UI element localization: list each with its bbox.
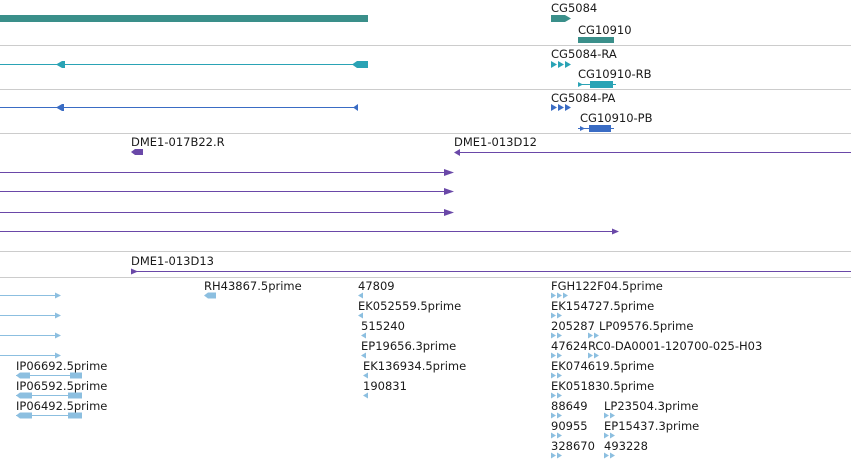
feature-label: 328670 <box>551 439 595 453</box>
protein-CG10910-PB[interactable] <box>578 125 614 132</box>
clone-read[interactable] <box>0 209 454 216</box>
feature-label: CG5084-PA <box>551 91 616 105</box>
est-EK154727.5prime[interactable] <box>551 312 562 319</box>
feature-label: EK052559.5prime <box>358 299 461 313</box>
feature-label: EP19656.3prime <box>361 339 456 353</box>
est-205287[interactable] <box>551 332 562 339</box>
feature-label: IP06692.5prime <box>16 359 107 373</box>
feature-label: DME1-017B22.R <box>131 135 225 149</box>
est-EK051830.5prime[interactable] <box>551 392 562 399</box>
feature-label: 88649 <box>551 399 588 413</box>
est-RC0-DA0001-120700-025-H03[interactable] <box>588 352 599 359</box>
feature-label: 47809 <box>358 279 395 293</box>
est-IP06692.5prime[interactable] <box>16 372 82 379</box>
est-90955[interactable] <box>551 432 562 439</box>
est-read[interactable] <box>0 352 61 359</box>
est-515240[interactable] <box>361 332 366 339</box>
gene-track: CG5084 CG10910 <box>0 1 632 43</box>
gene-feature-CG5084[interactable] <box>551 15 571 22</box>
feature-label: CG10910 <box>578 23 632 37</box>
feature-label: EK154727.5prime <box>551 299 654 313</box>
est-read[interactable] <box>0 332 61 339</box>
protein-exon[interactable] <box>56 104 64 111</box>
feature-label: FGH122F04.5prime <box>551 279 663 293</box>
est-RH43867.5prime[interactable] <box>204 292 216 299</box>
clone-track: DME1-017B22.R DME1-013D12 <box>0 135 851 235</box>
feature-label: RH43867.5prime <box>204 279 302 293</box>
feature-label: 205287 <box>551 319 595 333</box>
protein-CG5084-PA[interactable] <box>551 104 571 111</box>
clone-DME1-017B22.R[interactable] <box>131 149 143 155</box>
feature-label: 90955 <box>551 419 588 433</box>
feature-label: CG5084 <box>551 1 597 15</box>
protein-track: CG5084-PA CG10910-PB <box>0 91 653 132</box>
transcript-track: CG5084-RA CG10910-RB <box>0 47 652 88</box>
feature-label: EK136934.5prime <box>363 359 466 373</box>
feature-label: CG10910-PB <box>580 111 653 125</box>
est-190831[interactable] <box>363 392 368 399</box>
transcript-CG5084-RA[interactable] <box>551 61 571 68</box>
est-47809[interactable] <box>358 292 363 299</box>
est-47624[interactable] <box>551 352 562 359</box>
est-EK052559.5prime[interactable] <box>358 312 363 319</box>
clone-read[interactable] <box>0 228 619 235</box>
est-IP06492.5prime[interactable] <box>16 412 82 419</box>
clone-track-b: DME1-013D13 <box>131 254 851 275</box>
feature-label: IP06492.5prime <box>16 399 107 413</box>
track-dividers <box>0 45 851 278</box>
clone-read[interactable] <box>0 169 454 176</box>
est-read[interactable] <box>0 312 61 319</box>
feature-label: 515240 <box>361 319 405 333</box>
clone-read[interactable] <box>0 188 454 195</box>
est-EP15437.3prime[interactable] <box>604 432 615 439</box>
gene-feature-bar[interactable] <box>0 15 368 22</box>
est-EP19656.3prime[interactable] <box>361 352 366 359</box>
est-track: RH43867.5prime 47809 EK052559.5prime 515… <box>0 279 762 459</box>
protein-exon[interactable] <box>353 104 358 111</box>
gene-feature-CG10910[interactable] <box>578 37 614 43</box>
clone-DME1-013D12[interactable] <box>454 149 851 156</box>
feature-label: LP23504.3prime <box>604 399 698 413</box>
est-marker-column <box>551 292 615 459</box>
transcript-exon[interactable] <box>56 61 65 68</box>
feature-label: EP15437.3prime <box>604 419 699 433</box>
transcript-CG10910-RB[interactable] <box>578 81 616 88</box>
feature-label: CG5084-RA <box>551 47 617 61</box>
est-FGH122F04.5prime[interactable] <box>551 292 568 299</box>
est-EK074619.5prime[interactable] <box>551 372 562 379</box>
feature-label: IP06592.5prime <box>16 379 107 393</box>
est-LP09576.5prime[interactable] <box>588 332 599 339</box>
est-493228[interactable] <box>604 452 615 459</box>
est-EK136934.5prime[interactable] <box>363 372 368 379</box>
feature-label: CG10910-RB <box>578 67 652 81</box>
est-IP06592.5prime[interactable] <box>16 392 82 399</box>
feature-label: 47624 <box>551 339 588 353</box>
feature-label: 493228 <box>604 439 648 453</box>
feature-label: 190831 <box>363 379 407 393</box>
feature-label: RC0-DA0001-120700-025-H03 <box>588 339 762 353</box>
est-328670[interactable] <box>551 452 562 459</box>
est-read[interactable] <box>0 292 61 299</box>
est-88649[interactable] <box>551 412 562 419</box>
feature-label: EK074619.5prime <box>551 359 654 373</box>
transcript-exon[interactable] <box>352 61 368 68</box>
feature-label: EK051830.5prime <box>551 379 654 393</box>
feature-label: LP09576.5prime <box>599 319 693 333</box>
feature-label: DME1-013D13 <box>131 254 214 268</box>
clone-DME1-013D13[interactable] <box>131 268 851 275</box>
est-LP23504.3prime[interactable] <box>604 412 615 419</box>
feature-label: DME1-013D12 <box>454 135 537 149</box>
